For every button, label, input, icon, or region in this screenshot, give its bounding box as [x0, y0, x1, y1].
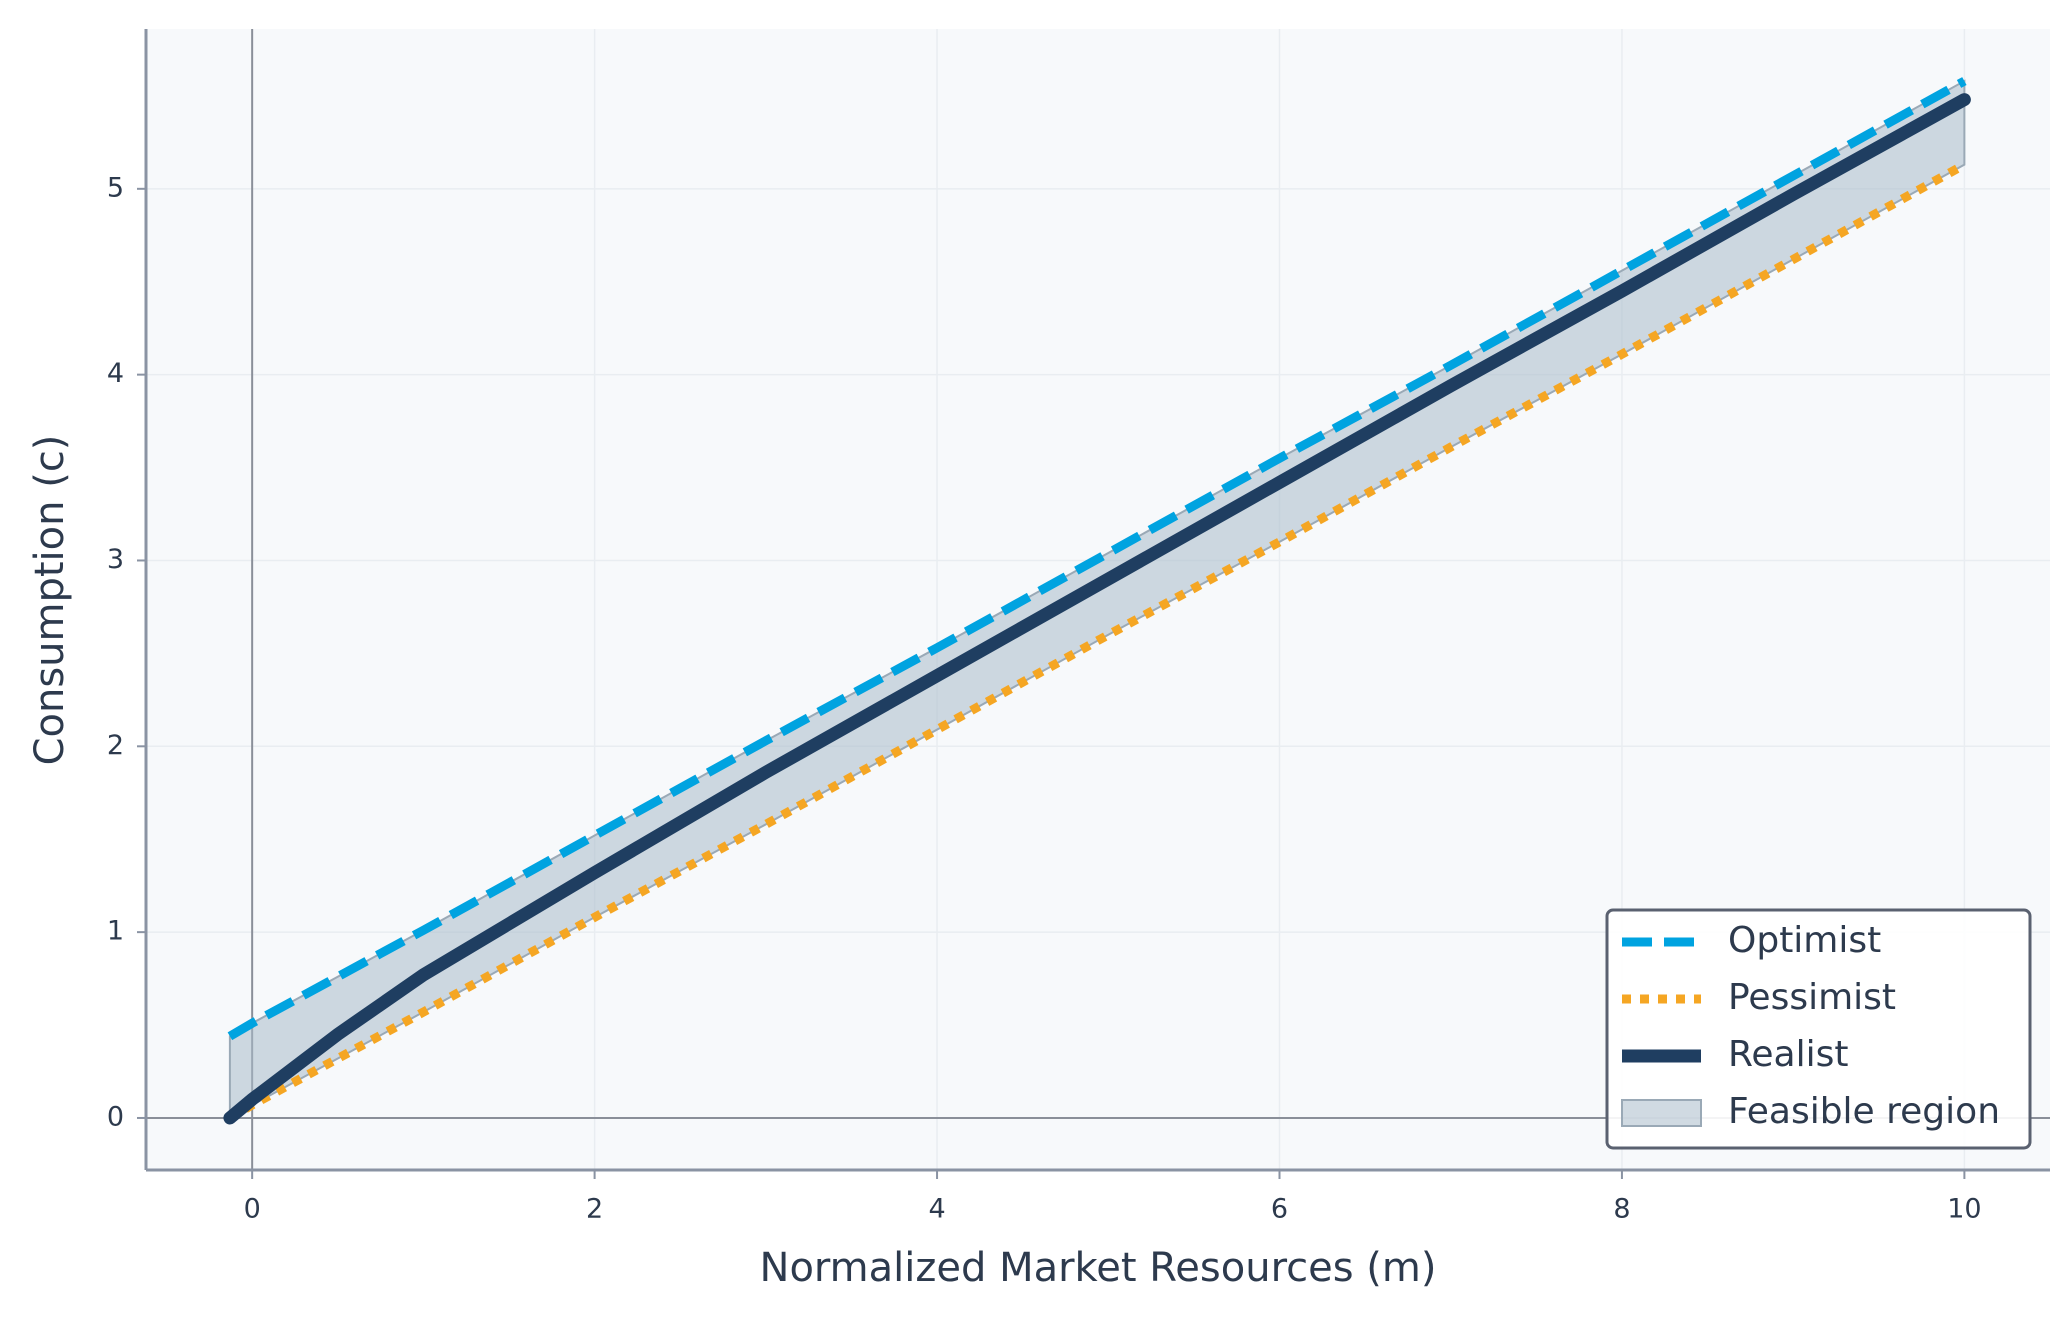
series-line	[223, 93, 1971, 1125]
y-tick-label: 2	[107, 730, 124, 761]
ticks: 0 2 4 6 8 10 0 1 2 3 4 5	[107, 172, 1982, 1224]
legend-label: Feasible region	[1728, 1091, 2000, 1132]
legend-swatch	[1621, 1099, 1702, 1127]
legend-label: Optimist	[1728, 920, 1881, 961]
x-tick-label: 6	[1271, 1194, 1288, 1225]
y-tick-label: 4	[107, 358, 124, 389]
plot	[223, 77, 1971, 1125]
series-line	[227, 160, 1967, 1122]
y-axis-label: Consumption (c)	[27, 435, 73, 766]
y-tick-label: 1	[107, 916, 124, 947]
legend-label: Pessimist	[1728, 977, 1896, 1018]
x-tick-label: 0	[244, 1194, 261, 1225]
y-tick-label: 5	[107, 172, 124, 203]
x-axis-label: Normalized Market Resources (m)	[760, 1245, 1437, 1291]
x-tick-label: 10	[1947, 1194, 1981, 1225]
legend-box	[1605, 908, 2032, 1150]
x-tick-label: 8	[1613, 1194, 1630, 1225]
series-line	[227, 77, 1967, 1041]
legend-label: Realist	[1728, 1034, 1848, 1075]
y-tick-label: 0	[107, 1101, 124, 1132]
x-tick-label: 2	[586, 1194, 603, 1225]
y-tick-label: 3	[107, 544, 124, 575]
legend: Optimist Pessimist Realist Feasible region	[1605, 908, 2032, 1150]
x-tick-label: 4	[928, 1194, 945, 1225]
